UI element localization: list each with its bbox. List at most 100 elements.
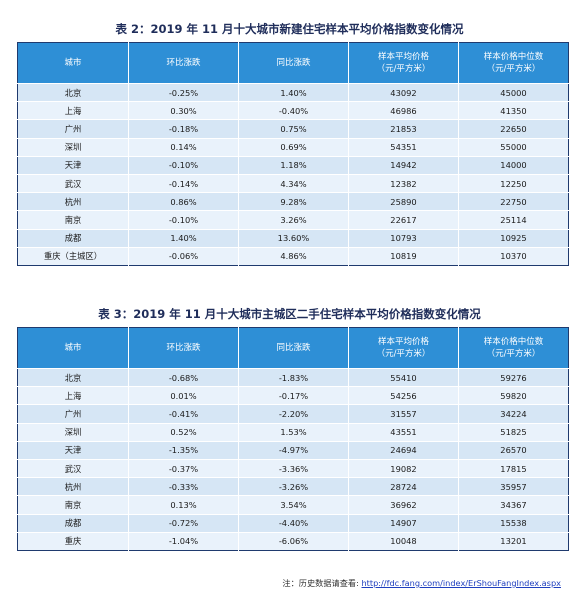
cell-avg: 54351	[348, 137, 459, 157]
cell-mom: -0.10%	[128, 155, 239, 175]
cell-median: 45000	[458, 82, 569, 102]
cell-city: 南京	[17, 210, 129, 229]
cell-median: 17815	[458, 458, 569, 478]
cell-median: 12250	[458, 173, 569, 193]
cell-city: 天津	[17, 440, 129, 460]
cell-mom: -0.33%	[128, 477, 239, 496]
cell-avg: 10048	[348, 531, 459, 551]
cell-median: 14000	[458, 155, 569, 175]
table-row: 武汉 -0.37% -3.36% 19082 17815	[17, 458, 569, 478]
cell-avg: 24694	[348, 440, 459, 460]
table-row: 天津 -1.35% -4.97% 24694 26570	[17, 440, 569, 460]
cell-city: 上海	[17, 101, 129, 120]
table2-header-avg-line1: 样本平均价格	[377, 52, 429, 62]
cell-mom: 0.14%	[128, 137, 239, 157]
footnote: 注：历史数据请查看: http://fdc.fang.com/index/ErS…	[282, 577, 561, 589]
table2-header-yoy: 同比涨跌	[238, 42, 349, 84]
cell-mom: 0.86%	[128, 192, 239, 211]
cell-median: 13201	[458, 531, 569, 551]
cell-mom: -0.25%	[128, 82, 239, 102]
cell-mom: -0.68%	[128, 367, 239, 387]
cell-mom: -1.35%	[128, 440, 239, 460]
table3-header-median: 样本价格中位数 （元/平方米）	[458, 327, 569, 369]
cell-city: 武汉	[17, 173, 129, 193]
table-row: 天津 -0.10% 1.18% 14942 14000	[17, 155, 569, 175]
table2-header-median: 样本价格中位数 （元/平方米）	[458, 42, 569, 84]
cell-city: 天津	[17, 155, 129, 175]
table-row: 北京 -0.25% 1.40% 43092 45000	[17, 82, 569, 102]
cell-avg: 43551	[348, 422, 459, 442]
cell-yoy: -3.26%	[238, 477, 349, 496]
cell-mom: 0.52%	[128, 422, 239, 442]
table-row: 杭州 0.86% 9.28% 25890 22750	[17, 192, 569, 211]
table-row: 南京 0.13% 3.54% 36962 34367	[17, 495, 569, 514]
cell-avg: 21853	[348, 119, 459, 139]
cell-mom: 1.40%	[128, 228, 239, 248]
cell-mom: -0.14%	[128, 173, 239, 193]
table3-header-city: 城市	[17, 327, 129, 369]
table2-header-median-line1: 样本价格中位数	[483, 52, 544, 62]
cell-city: 成都	[17, 513, 129, 533]
cell-median: 41350	[458, 101, 569, 120]
table3-header-yoy: 同比涨跌	[238, 327, 349, 369]
cell-yoy: -2.20%	[238, 404, 349, 424]
cell-avg: 31557	[348, 404, 459, 424]
cell-median: 10925	[458, 228, 569, 248]
table-row: 广州 -0.18% 0.75% 21853 22650	[17, 119, 569, 139]
table-row: 重庆（主城区） -0.06% 4.86% 10819 10370	[17, 246, 569, 266]
cell-city: 南京	[17, 495, 129, 514]
table3-title: 表 3：2019 年 11 月十大城市主城区二手住宅样本平均价格指数变化情况	[98, 307, 481, 321]
cell-city: 广州	[17, 119, 129, 139]
cell-city: 杭州	[17, 192, 129, 211]
table2-header-city: 城市	[17, 42, 129, 84]
cell-avg: 10819	[348, 246, 459, 266]
cell-median: 25114	[458, 210, 569, 229]
cell-median: 15538	[458, 513, 569, 533]
table-row: 武汉 -0.14% 4.34% 12382 12250	[17, 173, 569, 193]
cell-mom: -0.37%	[128, 458, 239, 478]
table3-header-avg-line1: 样本平均价格	[377, 337, 429, 347]
table-row: 成都 1.40% 13.60% 10793 10925	[17, 228, 569, 248]
cell-avg: 25890	[348, 192, 459, 211]
table3-resale-homes: 城市 环比涨跌 同比涨跌 样本平均价格 （元/平方米） 样本价格中位数 （元/平方米…	[17, 327, 569, 551]
cell-yoy: 0.75%	[238, 119, 349, 139]
cell-city: 深圳	[17, 422, 129, 442]
history-data-link[interactable]: http://fdc.fang.com/index/ErShouFangInde…	[361, 578, 561, 588]
cell-yoy: -0.40%	[238, 101, 349, 120]
cell-yoy: -6.06%	[238, 531, 349, 551]
table2-header-avg: 样本平均价格 （元/平方米）	[348, 42, 459, 84]
table3-body: 北京 -0.68% -1.83% 55410 59276 上海 0.01% -0.17% 542…	[17, 367, 569, 551]
cell-avg: 36962	[348, 495, 459, 514]
table2-header-median-line2: （元/平方米）	[486, 64, 541, 74]
cell-avg: 14942	[348, 155, 459, 175]
cell-mom: 0.01%	[128, 386, 239, 405]
cell-yoy: 1.53%	[238, 422, 349, 442]
cell-median: 26570	[458, 440, 569, 460]
table-row: 成都 -0.72% -4.40% 14907 15538	[17, 513, 569, 533]
cell-avg: 10793	[348, 228, 459, 248]
table3-header-median-line2: （元/平方米）	[486, 349, 541, 359]
table-row: 上海 0.01% -0.17% 54256 59820	[17, 386, 569, 405]
cell-yoy: -0.17%	[238, 386, 349, 405]
cell-yoy: 9.28%	[238, 192, 349, 211]
table2-header-avg-line2: （元/平方米）	[376, 64, 431, 74]
cell-yoy: 4.86%	[238, 246, 349, 266]
cell-city: 北京	[17, 82, 129, 102]
cell-city: 上海	[17, 386, 129, 405]
cell-city: 重庆	[17, 531, 129, 551]
cell-yoy: -4.97%	[238, 440, 349, 460]
cell-median: 59820	[458, 386, 569, 405]
cell-avg: 12382	[348, 173, 459, 193]
cell-yoy: 1.18%	[238, 155, 349, 175]
cell-avg: 46986	[348, 101, 459, 120]
cell-avg: 22617	[348, 210, 459, 229]
table2-header-mom: 环比涨跌	[128, 42, 239, 84]
table-row: 杭州 -0.33% -3.26% 28724 35957	[17, 477, 569, 496]
cell-avg: 54256	[348, 386, 459, 405]
cell-median: 22650	[458, 119, 569, 139]
cell-yoy: 3.26%	[238, 210, 349, 229]
table3-header-row: 城市 环比涨跌 同比涨跌 样本平均价格 （元/平方米） 样本价格中位数 （元/平方米…	[17, 327, 569, 369]
cell-median: 22750	[458, 192, 569, 211]
cell-avg: 14907	[348, 513, 459, 533]
cell-median: 55000	[458, 137, 569, 157]
